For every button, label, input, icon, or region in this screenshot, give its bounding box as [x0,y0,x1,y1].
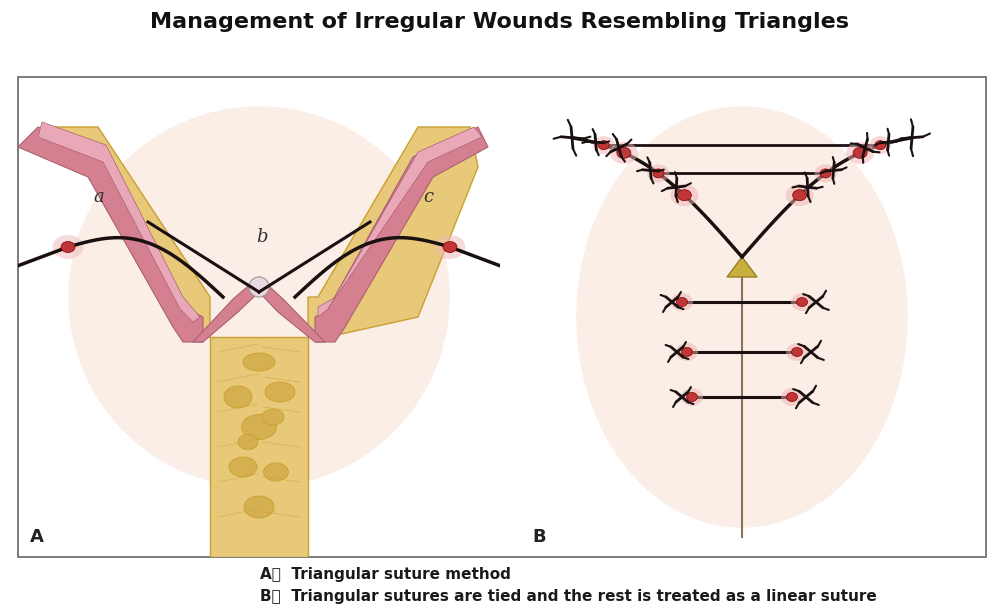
Ellipse shape [262,409,284,425]
Ellipse shape [647,165,669,182]
Ellipse shape [681,388,703,406]
Ellipse shape [617,147,631,159]
Ellipse shape [242,414,276,439]
Ellipse shape [677,190,691,201]
Ellipse shape [598,141,609,150]
Ellipse shape [53,235,83,259]
Ellipse shape [69,107,449,487]
Polygon shape [193,277,325,342]
FancyBboxPatch shape [18,77,986,557]
Ellipse shape [577,107,907,527]
Text: a: a [93,188,104,206]
Ellipse shape [224,386,252,408]
Text: b: b [256,228,268,246]
Ellipse shape [676,343,698,361]
Text: B，  Triangular sutures are tied and the rest is treated as a linear suture: B， Triangular sutures are tied and the r… [260,589,877,603]
Ellipse shape [243,353,275,371]
Polygon shape [48,127,210,337]
Ellipse shape [443,242,457,253]
Ellipse shape [786,392,798,401]
Circle shape [249,277,269,297]
Text: c: c [423,188,433,206]
Ellipse shape [593,136,615,154]
Ellipse shape [846,142,874,164]
Ellipse shape [229,457,257,477]
Polygon shape [727,257,757,277]
Ellipse shape [875,141,886,150]
Ellipse shape [853,147,867,159]
Ellipse shape [676,297,688,307]
Ellipse shape [786,184,814,206]
Ellipse shape [815,165,837,182]
Ellipse shape [869,136,891,154]
Polygon shape [318,127,482,317]
Ellipse shape [61,242,75,253]
Text: Management of Irregular Wounds Resembling Triangles: Management of Irregular Wounds Resemblin… [150,12,850,32]
Ellipse shape [244,496,274,518]
Ellipse shape [610,142,638,164]
Ellipse shape [435,235,465,259]
Ellipse shape [671,293,693,311]
Text: A: A [30,528,44,546]
Ellipse shape [264,463,288,481]
Ellipse shape [793,190,807,201]
Polygon shape [210,337,308,557]
Ellipse shape [820,169,831,178]
Ellipse shape [653,169,664,178]
Ellipse shape [670,184,698,206]
Text: A，  Triangular suture method: A， Triangular suture method [260,567,511,581]
Ellipse shape [238,435,258,449]
Ellipse shape [781,388,803,406]
Polygon shape [308,127,478,337]
Ellipse shape [682,348,692,357]
Ellipse shape [265,382,295,402]
Ellipse shape [796,297,808,307]
Text: B: B [532,528,546,546]
Ellipse shape [686,392,698,401]
Ellipse shape [786,343,808,361]
Polygon shape [18,127,203,342]
Ellipse shape [792,348,802,357]
Polygon shape [315,127,488,342]
Ellipse shape [791,293,813,311]
Polygon shape [38,122,200,322]
